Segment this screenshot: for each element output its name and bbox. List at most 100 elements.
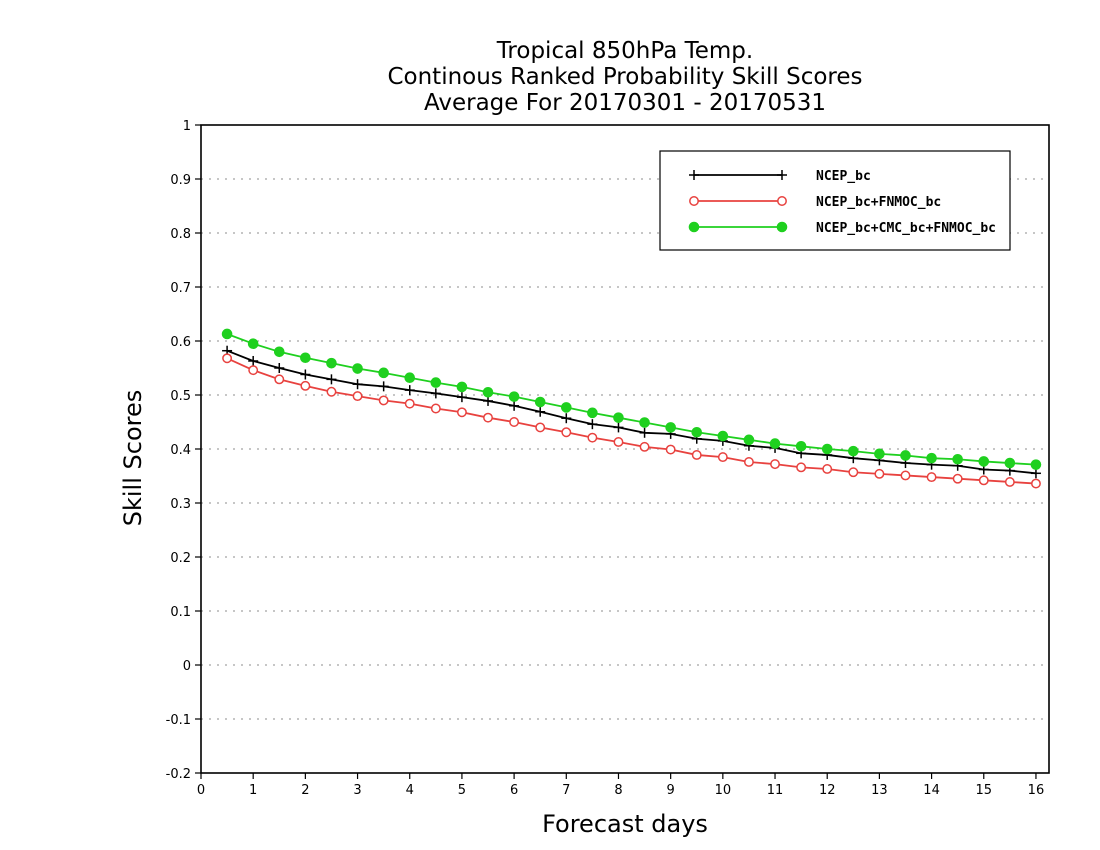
y-tick-label: 0.1: [170, 605, 191, 620]
data-point: [795, 441, 807, 452]
data-point: [848, 445, 859, 457]
chart-title-line-3: Average For 20170301 - 20170531: [424, 90, 826, 116]
data-point: [326, 374, 337, 385]
data-point: [874, 448, 885, 460]
data-point: [430, 403, 441, 414]
data-point: [378, 367, 389, 379]
data-point: [769, 438, 781, 449]
legend-marker: [776, 221, 788, 233]
data-point: [1004, 476, 1015, 487]
chart-title-line-2: Continous Ranked Probability Skill Score…: [387, 64, 862, 90]
data-point: [691, 449, 702, 460]
data-point: [274, 363, 285, 373]
data-point: [326, 386, 337, 397]
data-point: [717, 430, 729, 442]
legend-marker: [777, 196, 787, 206]
chart-title-line-1: Tropical 850hPa Temp.: [496, 38, 753, 64]
data-point: [1030, 459, 1042, 470]
data-point: [404, 398, 415, 409]
data-point: [639, 441, 650, 452]
legend-marker: [689, 196, 699, 206]
x-tick-label: 1: [249, 783, 257, 798]
x-tick-label: 7: [562, 783, 570, 798]
data-point: [639, 417, 650, 428]
legend-marker: [688, 221, 700, 233]
data-point: [770, 459, 780, 470]
y-tick-label: 0.3: [170, 497, 191, 512]
data-point: [352, 391, 363, 402]
data-point: [796, 462, 807, 473]
data-point: [1030, 468, 1041, 479]
data-point: [509, 400, 520, 411]
data-point: [404, 372, 416, 384]
data-point: [560, 402, 572, 413]
data-point: [483, 395, 494, 406]
data-point: [926, 452, 937, 464]
data-point: [300, 369, 311, 380]
data-point: [404, 385, 415, 396]
data-point: [587, 419, 598, 430]
data-point: [587, 407, 598, 419]
data-point: [430, 377, 442, 388]
data-point: [743, 434, 755, 446]
grid-lines: [201, 178, 1049, 720]
data-point: [900, 470, 911, 481]
data-point: [848, 467, 859, 478]
data-point: [378, 381, 389, 392]
data-point: [561, 427, 572, 438]
legend-item: NCEP_bc+FNMOC_bc: [689, 195, 941, 210]
legend-marker: [689, 170, 699, 180]
data-point: [691, 426, 703, 438]
plot-frame: [200, 124, 1050, 774]
data-point: [378, 395, 389, 406]
y-tick-label: 0.7: [170, 281, 191, 296]
y-tick-label: 0.8: [170, 227, 191, 242]
data-point: [1004, 457, 1016, 469]
data-point: [639, 427, 650, 438]
data-point: [822, 464, 833, 474]
y-tick-label: 0.5: [170, 389, 191, 404]
data-point: [430, 388, 441, 399]
legend-marker: [777, 170, 787, 180]
x-tick-label: 4: [406, 783, 414, 798]
data-point: [613, 437, 624, 447]
data-point: [300, 352, 311, 364]
data-point: [561, 413, 572, 424]
y-axis-label: Skill Scores: [119, 390, 147, 527]
data-point: [482, 387, 494, 398]
y-tick-label: 0.6: [170, 335, 191, 350]
legend-label: NCEP_bc+CMC_bc+FNMOC_bc: [816, 221, 996, 236]
data-point: [978, 456, 990, 467]
x-tick-label: 12: [819, 783, 836, 798]
data-point: [534, 396, 546, 408]
data-point: [483, 412, 493, 423]
data-point: [352, 363, 363, 374]
y-tick-label: 0: [183, 659, 191, 674]
data-point: [665, 422, 676, 433]
series-2: [222, 353, 1041, 489]
x-tick-label: 9: [667, 783, 675, 798]
x-tick-label: 13: [871, 783, 888, 798]
x-tick-label: 6: [510, 783, 518, 798]
data-point: [456, 407, 467, 418]
legend-item: NCEP_bc: [689, 169, 871, 184]
x-tick-label: 11: [767, 783, 784, 798]
data-point: [978, 475, 989, 486]
data-point: [456, 381, 468, 393]
series-1: [222, 345, 1041, 479]
series-line: [226, 349, 1037, 475]
x-tick-label: 8: [614, 783, 622, 798]
data-point: [222, 353, 233, 364]
data-point: [248, 355, 259, 366]
y-tick-label: 0.4: [170, 443, 191, 458]
x-tick-label: 5: [458, 783, 466, 798]
x-tick-label: 10: [715, 783, 732, 798]
data-point: [613, 412, 624, 423]
data-point: [743, 457, 754, 467]
data-point: [587, 432, 598, 443]
legend-item: NCEP_bc+CMC_bc+FNMOC_bc: [688, 221, 996, 236]
data-point: [1031, 478, 1041, 489]
x-tick-label: 2: [301, 783, 309, 798]
data-point: [508, 391, 520, 402]
